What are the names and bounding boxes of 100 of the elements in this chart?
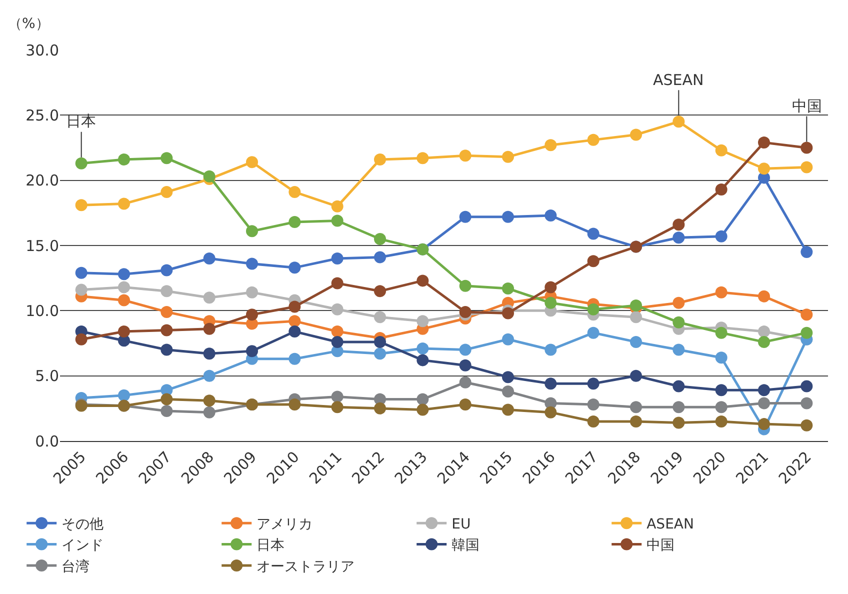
point [630,415,642,428]
y-tick-label: 25.0 [26,106,59,124]
point [758,418,770,430]
point [203,394,216,407]
point [416,152,429,164]
point [75,284,88,296]
point [75,333,88,346]
point [459,359,472,372]
point [715,230,728,242]
point [758,136,770,149]
point [288,398,301,411]
point [288,300,301,313]
point [800,380,813,392]
point [715,352,728,364]
point [331,303,344,316]
point [672,344,685,356]
point [288,315,301,328]
y-tick-label: 10.0 [26,302,59,320]
point [630,128,642,141]
point [800,142,813,154]
point [160,152,173,164]
point [288,326,301,338]
point [160,306,173,318]
point [630,370,642,382]
y-tick-label: 30.0 [26,41,59,60]
point [672,416,685,429]
point [374,336,386,348]
point [758,326,770,338]
point [459,376,472,388]
point [544,378,557,390]
point [118,268,130,280]
point [502,385,514,398]
point [758,290,770,302]
point [630,401,642,414]
point [374,402,386,414]
annotation: ASEAN [653,71,704,89]
point [203,406,216,418]
point [758,336,770,348]
point [672,316,685,328]
point [374,285,386,298]
point [75,157,88,170]
point [118,294,130,306]
point [672,218,685,231]
point [416,393,429,406]
point [160,344,173,356]
y-tick-label: 20.0 [26,172,59,190]
point [459,280,472,292]
point [459,398,472,411]
point [203,170,216,182]
point [502,210,514,223]
point [800,397,813,410]
annotation: 中国 [792,97,822,115]
point [416,342,429,354]
point [416,274,429,287]
point [331,214,344,227]
point [630,299,642,312]
legend-label: アメリカ [256,516,313,533]
point [459,306,472,318]
point [118,326,130,338]
point [800,326,813,339]
point [331,326,344,338]
point [758,384,770,396]
point [672,401,685,414]
point [288,262,301,274]
point [587,303,600,316]
point [459,344,472,356]
point [715,144,728,156]
point [800,308,813,321]
point [331,401,344,414]
point [160,186,173,198]
point [630,311,642,324]
point [502,150,514,163]
point [502,333,514,346]
point [587,255,600,268]
point [203,348,216,360]
point [416,315,429,328]
point [800,161,813,174]
point [416,354,429,366]
point [75,199,88,212]
point [587,326,600,339]
annotation: 日本 [66,112,96,130]
point [587,228,600,240]
point [160,285,173,298]
point [374,348,386,360]
point [800,419,813,432]
point [502,371,514,384]
point [374,311,386,324]
point [246,308,258,321]
point [502,282,514,295]
y-tick-label: 5.0 [35,367,59,386]
point [672,296,685,309]
point [715,326,728,339]
point [203,370,216,382]
point [160,393,173,406]
point [288,216,301,228]
point [118,198,130,210]
point [630,336,642,348]
point [374,251,386,264]
point [118,389,130,402]
point [672,116,685,128]
